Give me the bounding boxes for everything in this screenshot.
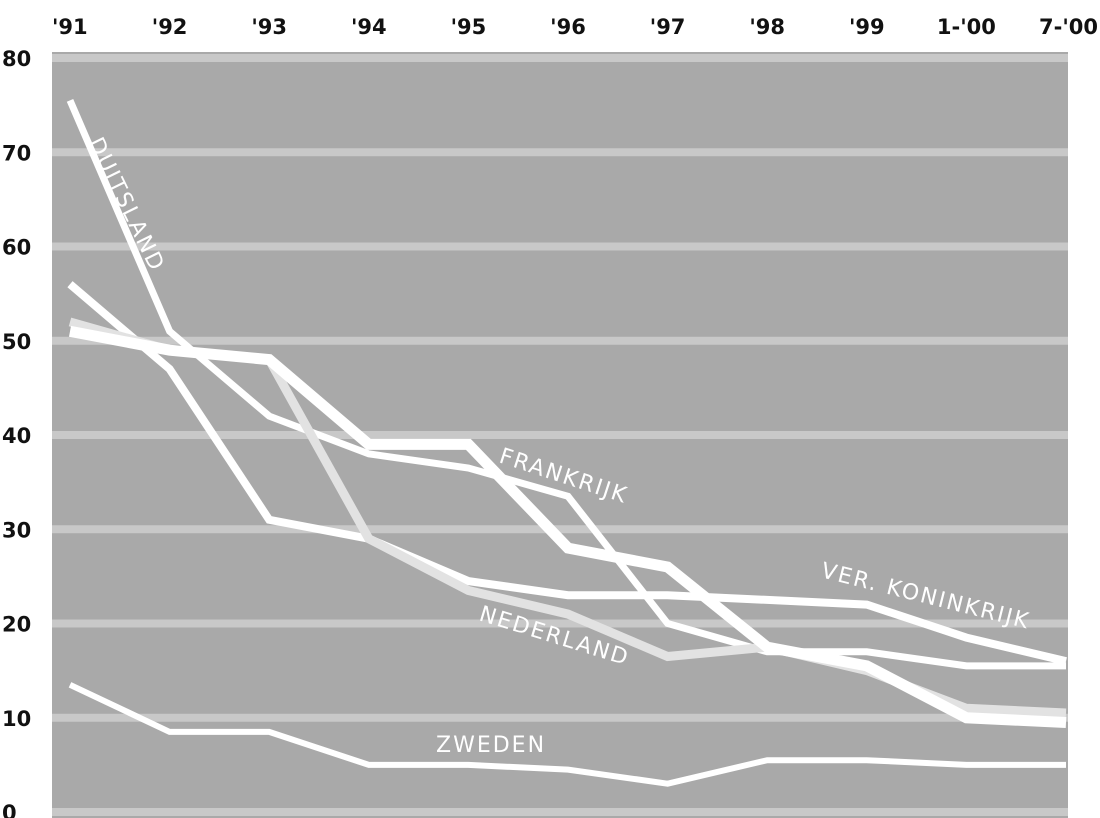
y-axis-ticks: 0 10 20 30 40 50 60 70 80 xyxy=(2,47,31,818)
x-tick-label: 1-'00 xyxy=(937,15,996,39)
series-line-ver-koninkrijk xyxy=(67,281,1067,666)
y-tick-label: 40 xyxy=(2,424,31,448)
y-tick-label: 0 xyxy=(2,801,17,818)
x-tick-label: 7-'00 xyxy=(1039,15,1098,39)
grid-lines xyxy=(52,54,1068,816)
y-tick-label: 30 xyxy=(2,518,31,542)
x-tick-label: '96 xyxy=(550,15,586,39)
x-tick-label: '93 xyxy=(251,15,287,39)
series-label-zweden: ZWEDEN xyxy=(436,733,546,758)
y-tick-label: 60 xyxy=(2,236,31,260)
y-tick-label: 50 xyxy=(2,330,31,354)
series-line-frankrijk xyxy=(68,325,1067,728)
y-tick-label: 70 xyxy=(2,141,31,165)
y-tick-label: 20 xyxy=(2,613,31,637)
x-tick-label: '94 xyxy=(351,15,387,39)
series-lines xyxy=(66,99,1067,787)
x-tick-label: '99 xyxy=(849,15,885,39)
x-tick-label: '97 xyxy=(650,15,686,39)
y-tick-label: 10 xyxy=(2,707,31,731)
x-axis-ticks: '91 '92 '93 '94 '95 '96 '97 '98 '99 1-'00 7-'00 xyxy=(52,15,1098,39)
x-tick-label: '98 xyxy=(749,15,785,39)
x-tick-label: '92 xyxy=(152,15,188,39)
series-line-zweden xyxy=(68,682,1066,787)
x-tick-label: '91 xyxy=(52,15,88,39)
series-line-duitsland xyxy=(66,99,1066,670)
x-tick-label: '95 xyxy=(451,15,487,39)
y-tick-label: 80 xyxy=(2,47,31,71)
